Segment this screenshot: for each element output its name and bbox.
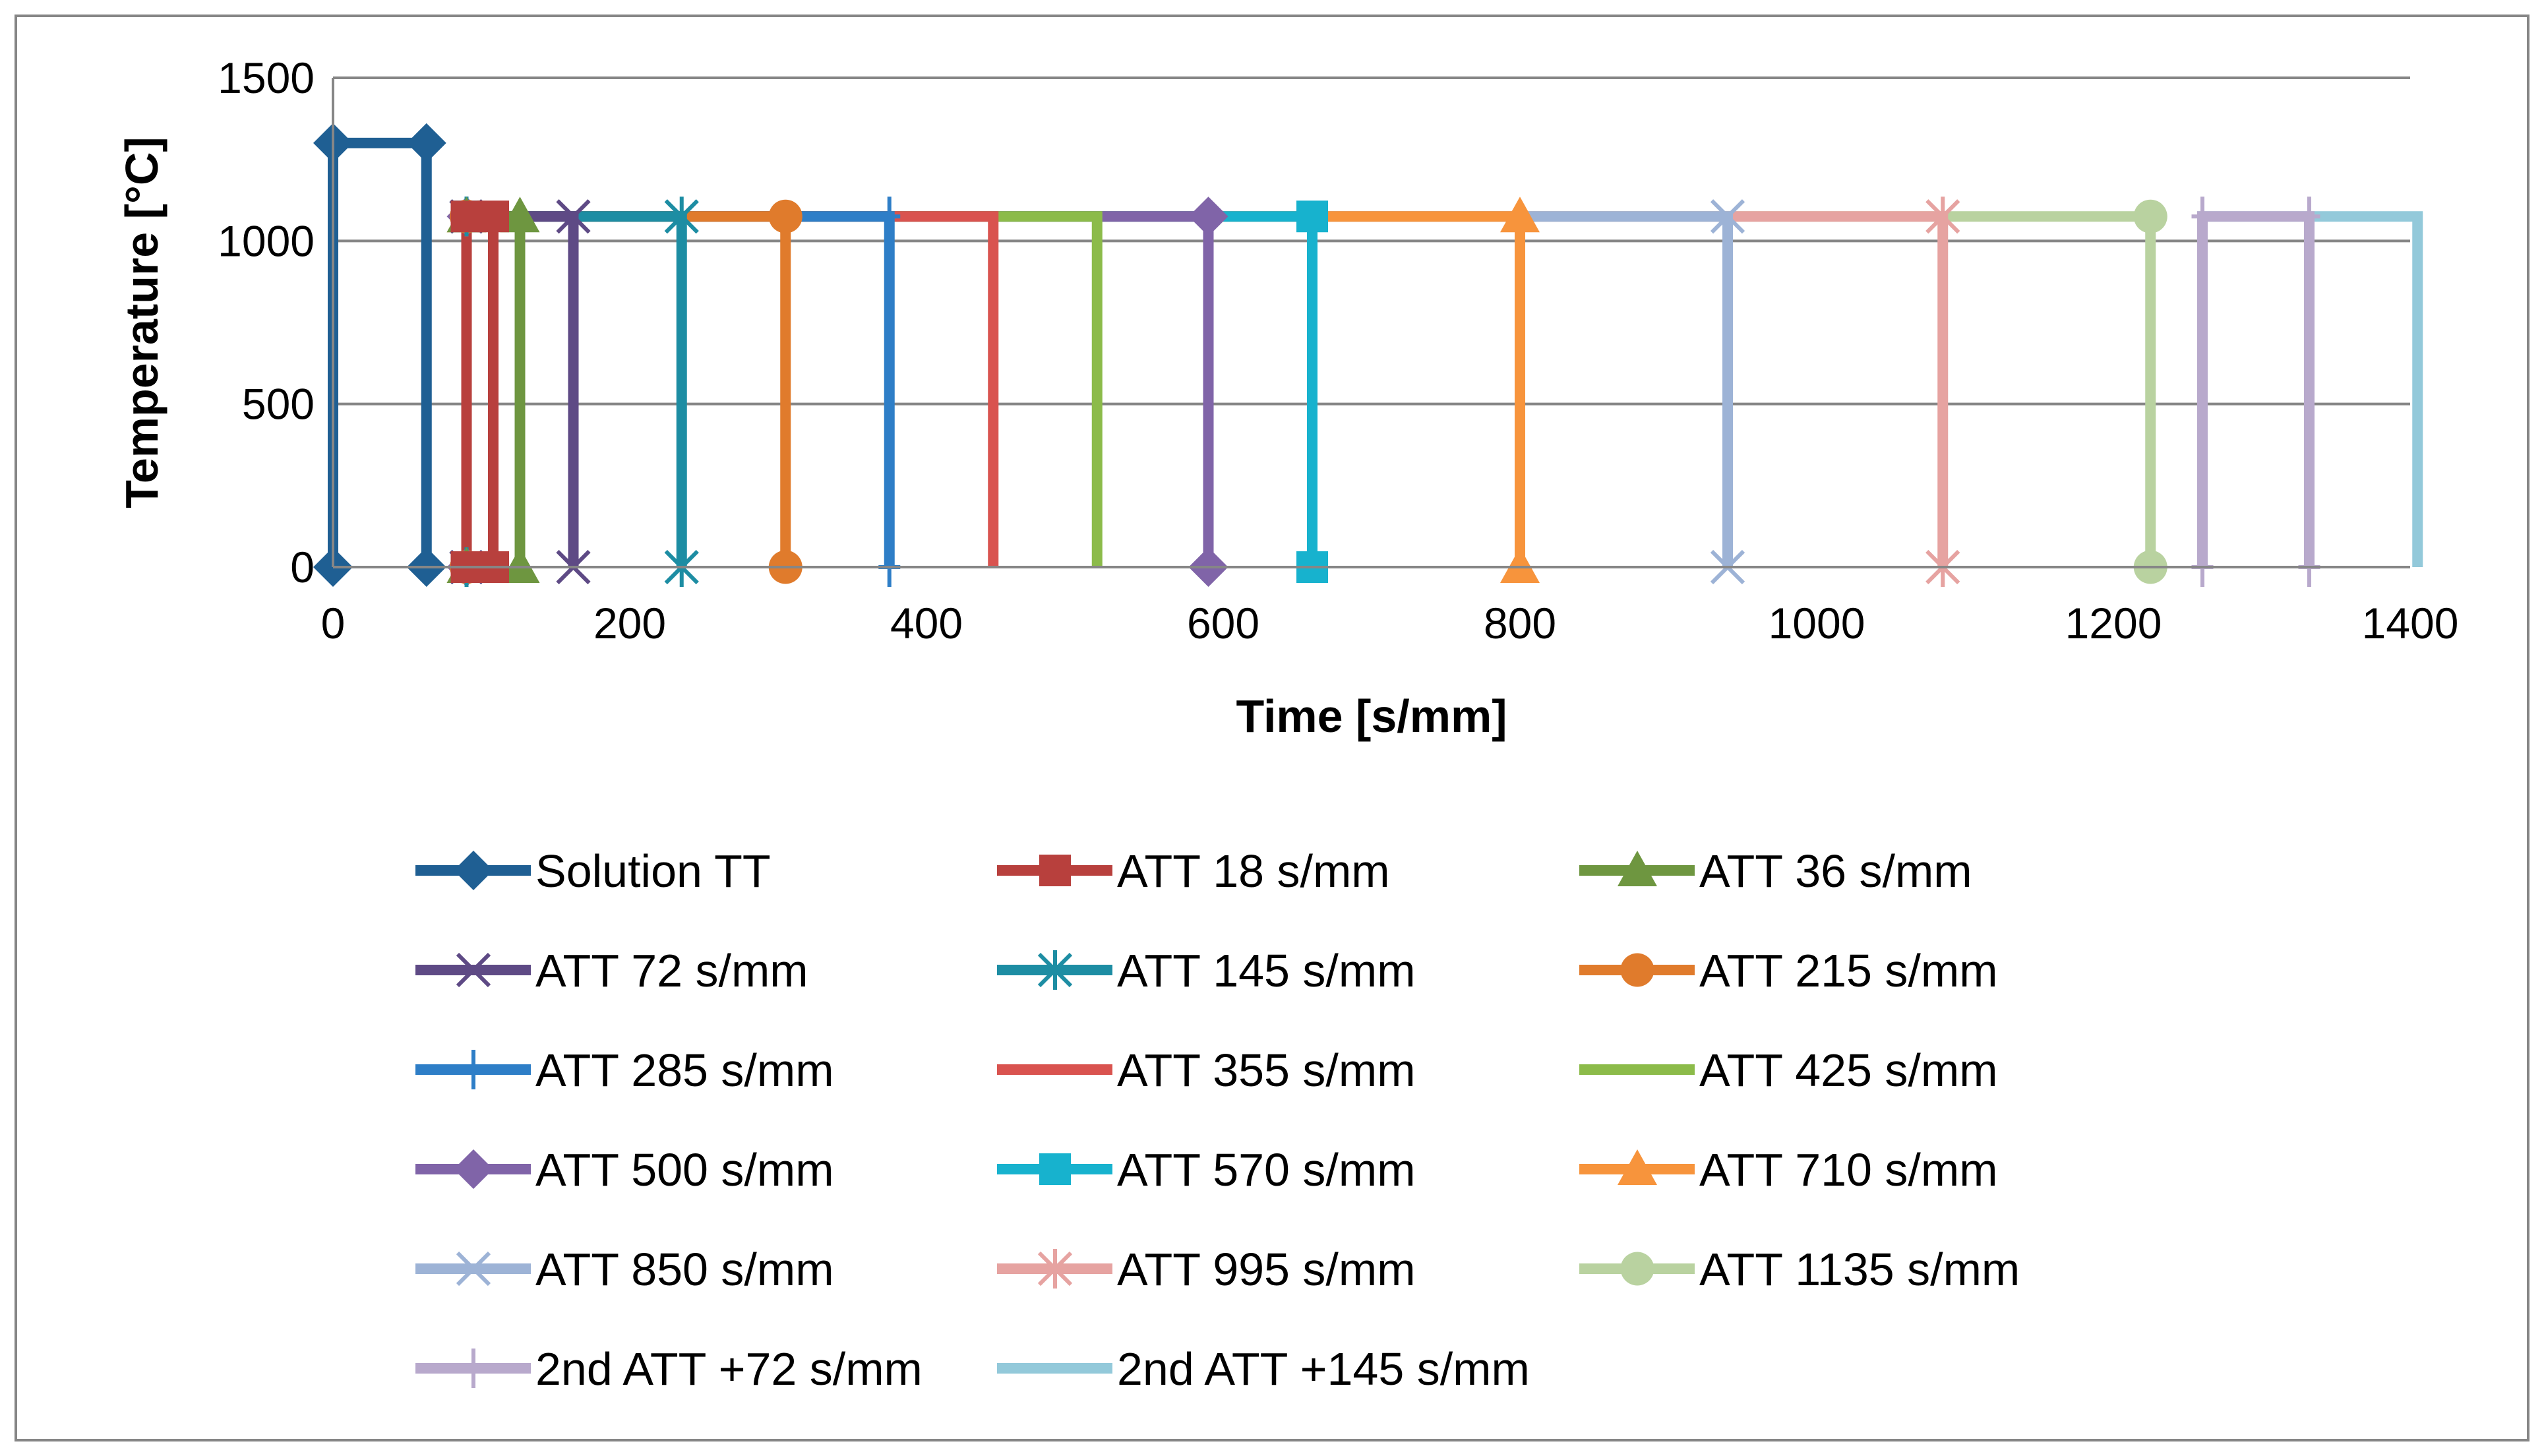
legend-label: ATT 1135 s/mm: [1699, 1244, 2020, 1295]
legend-marker: [456, 1251, 491, 1287]
data-point: [2191, 197, 2214, 237]
series-line-15: [2197, 211, 2315, 567]
legend-label: ATT 18 s/mm: [1117, 845, 1390, 897]
legend-marker: [1620, 953, 1654, 987]
y-tick-label: 0: [290, 543, 315, 592]
legend-item: ATT 72 s/mm: [415, 945, 808, 996]
legend-item: ATT 1135 s/mm: [1579, 1244, 2020, 1295]
axes: [332, 78, 2410, 568]
legend-label: ATT 995 s/mm: [1117, 1244, 1416, 1295]
series-line-7: [461, 211, 999, 567]
data-point: [1188, 197, 1228, 237]
legend-label: ATT 425 s/mm: [1699, 1045, 1998, 1096]
x-tick-label: 1000: [1769, 599, 1865, 648]
data-point: [2298, 197, 2320, 237]
legend-item: ATT 355 s/mm: [997, 1045, 1416, 1096]
data-point: [500, 547, 540, 583]
y-axis-title: Temperature [°C]: [116, 136, 167, 508]
tick-labels: 0 500 1000 1500 0 200 400 600 800 1000 1200 1400: [218, 53, 2458, 648]
legend-label: ATT 285 s/mm: [535, 1045, 834, 1096]
legend-item: ATT 425 s/mm: [1579, 1045, 1998, 1096]
data-point: [1710, 199, 1745, 234]
series-line-5: [461, 211, 791, 567]
legend-label: ATT 710 s/mm: [1699, 1144, 1998, 1196]
data-point: [500, 197, 540, 233]
legend-label: ATT 72 s/mm: [535, 945, 808, 996]
legend-label: 2nd ATT +145 s/mm: [1117, 1343, 1530, 1395]
x-tick-label: 600: [1187, 599, 1259, 648]
legend-label: ATT 215 s/mm: [1699, 945, 1998, 996]
legend-marker: [454, 851, 493, 890]
legend-item: ATT 710 s/mm: [1579, 1144, 1998, 1196]
x-tick-label: 1200: [2065, 599, 2162, 648]
legend-marker: [1620, 1252, 1654, 1286]
data-point: [1296, 200, 1328, 233]
legend-label: ATT 355 s/mm: [1117, 1045, 1416, 1096]
legend-item: ATT 995 s/mm: [997, 1244, 1416, 1295]
legend-item: ATT 145 s/mm: [997, 945, 1416, 996]
chart-frame: [15, 15, 2529, 1441]
legend-item: Solution TT: [415, 845, 771, 897]
data-point: [1500, 197, 1540, 233]
legend-marker: [456, 952, 491, 988]
series-lines: [328, 137, 2423, 567]
legend-label: Solution TT: [535, 845, 771, 897]
legend-item: ATT 500 s/mm: [415, 1144, 834, 1196]
data-point: [450, 200, 483, 233]
data-point: [1500, 547, 1540, 583]
legend-marker: [1618, 1149, 1657, 1185]
legend-marker: [462, 1050, 485, 1089]
data-point: [556, 199, 591, 234]
legend-marker: [1618, 851, 1657, 886]
legend-marker: [454, 1149, 493, 1189]
series-line-0: [328, 137, 432, 567]
x-axis-title: Time [s/mm]: [1236, 690, 1507, 742]
legend-item: 2nd ATT +72 s/mm: [415, 1343, 923, 1395]
legend-marker: [462, 1349, 485, 1388]
legend-item: ATT 36 s/mm: [1579, 845, 1972, 897]
x-tick-label: 800: [1484, 599, 1556, 648]
legend-label: 2nd ATT +72 s/mm: [535, 1343, 923, 1395]
legend-marker: [1037, 1249, 1073, 1289]
legend-marker: [1039, 1153, 1071, 1185]
data-point: [477, 200, 509, 233]
legend-label: ATT 570 s/mm: [1117, 1144, 1416, 1196]
data-point: [768, 199, 803, 233]
series-line-1: [461, 211, 499, 567]
data-point: [664, 197, 699, 237]
data-point: [2133, 199, 2167, 233]
legend-label: ATT 145 s/mm: [1117, 945, 1416, 996]
gridlines: [333, 76, 2410, 406]
legend-item: ATT 570 s/mm: [997, 1144, 1416, 1196]
legend-item: 2nd ATT +145 s/mm: [997, 1343, 1530, 1395]
legend-label: ATT 36 s/mm: [1699, 845, 1972, 897]
x-tick-label: 200: [593, 599, 666, 648]
data-point: [406, 123, 446, 163]
y-tick-label: 1500: [218, 53, 315, 102]
legend: Solution TT ATT 18 s/mm ATT 36 s/mm ATT 72 …: [415, 845, 2020, 1395]
y-tick-label: 1000: [218, 216, 315, 265]
x-tick-label: 0: [321, 599, 346, 648]
data-point: [878, 197, 901, 237]
legend-label: ATT 500 s/mm: [535, 1144, 834, 1196]
legend-label: ATT 850 s/mm: [535, 1244, 834, 1295]
legend-marker: [1039, 855, 1071, 886]
legend-marker: [1037, 950, 1073, 990]
legend-item: ATT 215 s/mm: [1579, 945, 1998, 996]
legend-item: ATT 18 s/mm: [997, 845, 1390, 897]
legend-item: ATT 850 s/mm: [415, 1244, 834, 1295]
legend-item: ATT 285 s/mm: [415, 1045, 834, 1096]
x-tick-label: 1400: [2362, 599, 2459, 648]
data-point: [1925, 197, 1960, 237]
x-tick-label: 400: [890, 599, 963, 648]
y-tick-label: 500: [242, 380, 315, 429]
